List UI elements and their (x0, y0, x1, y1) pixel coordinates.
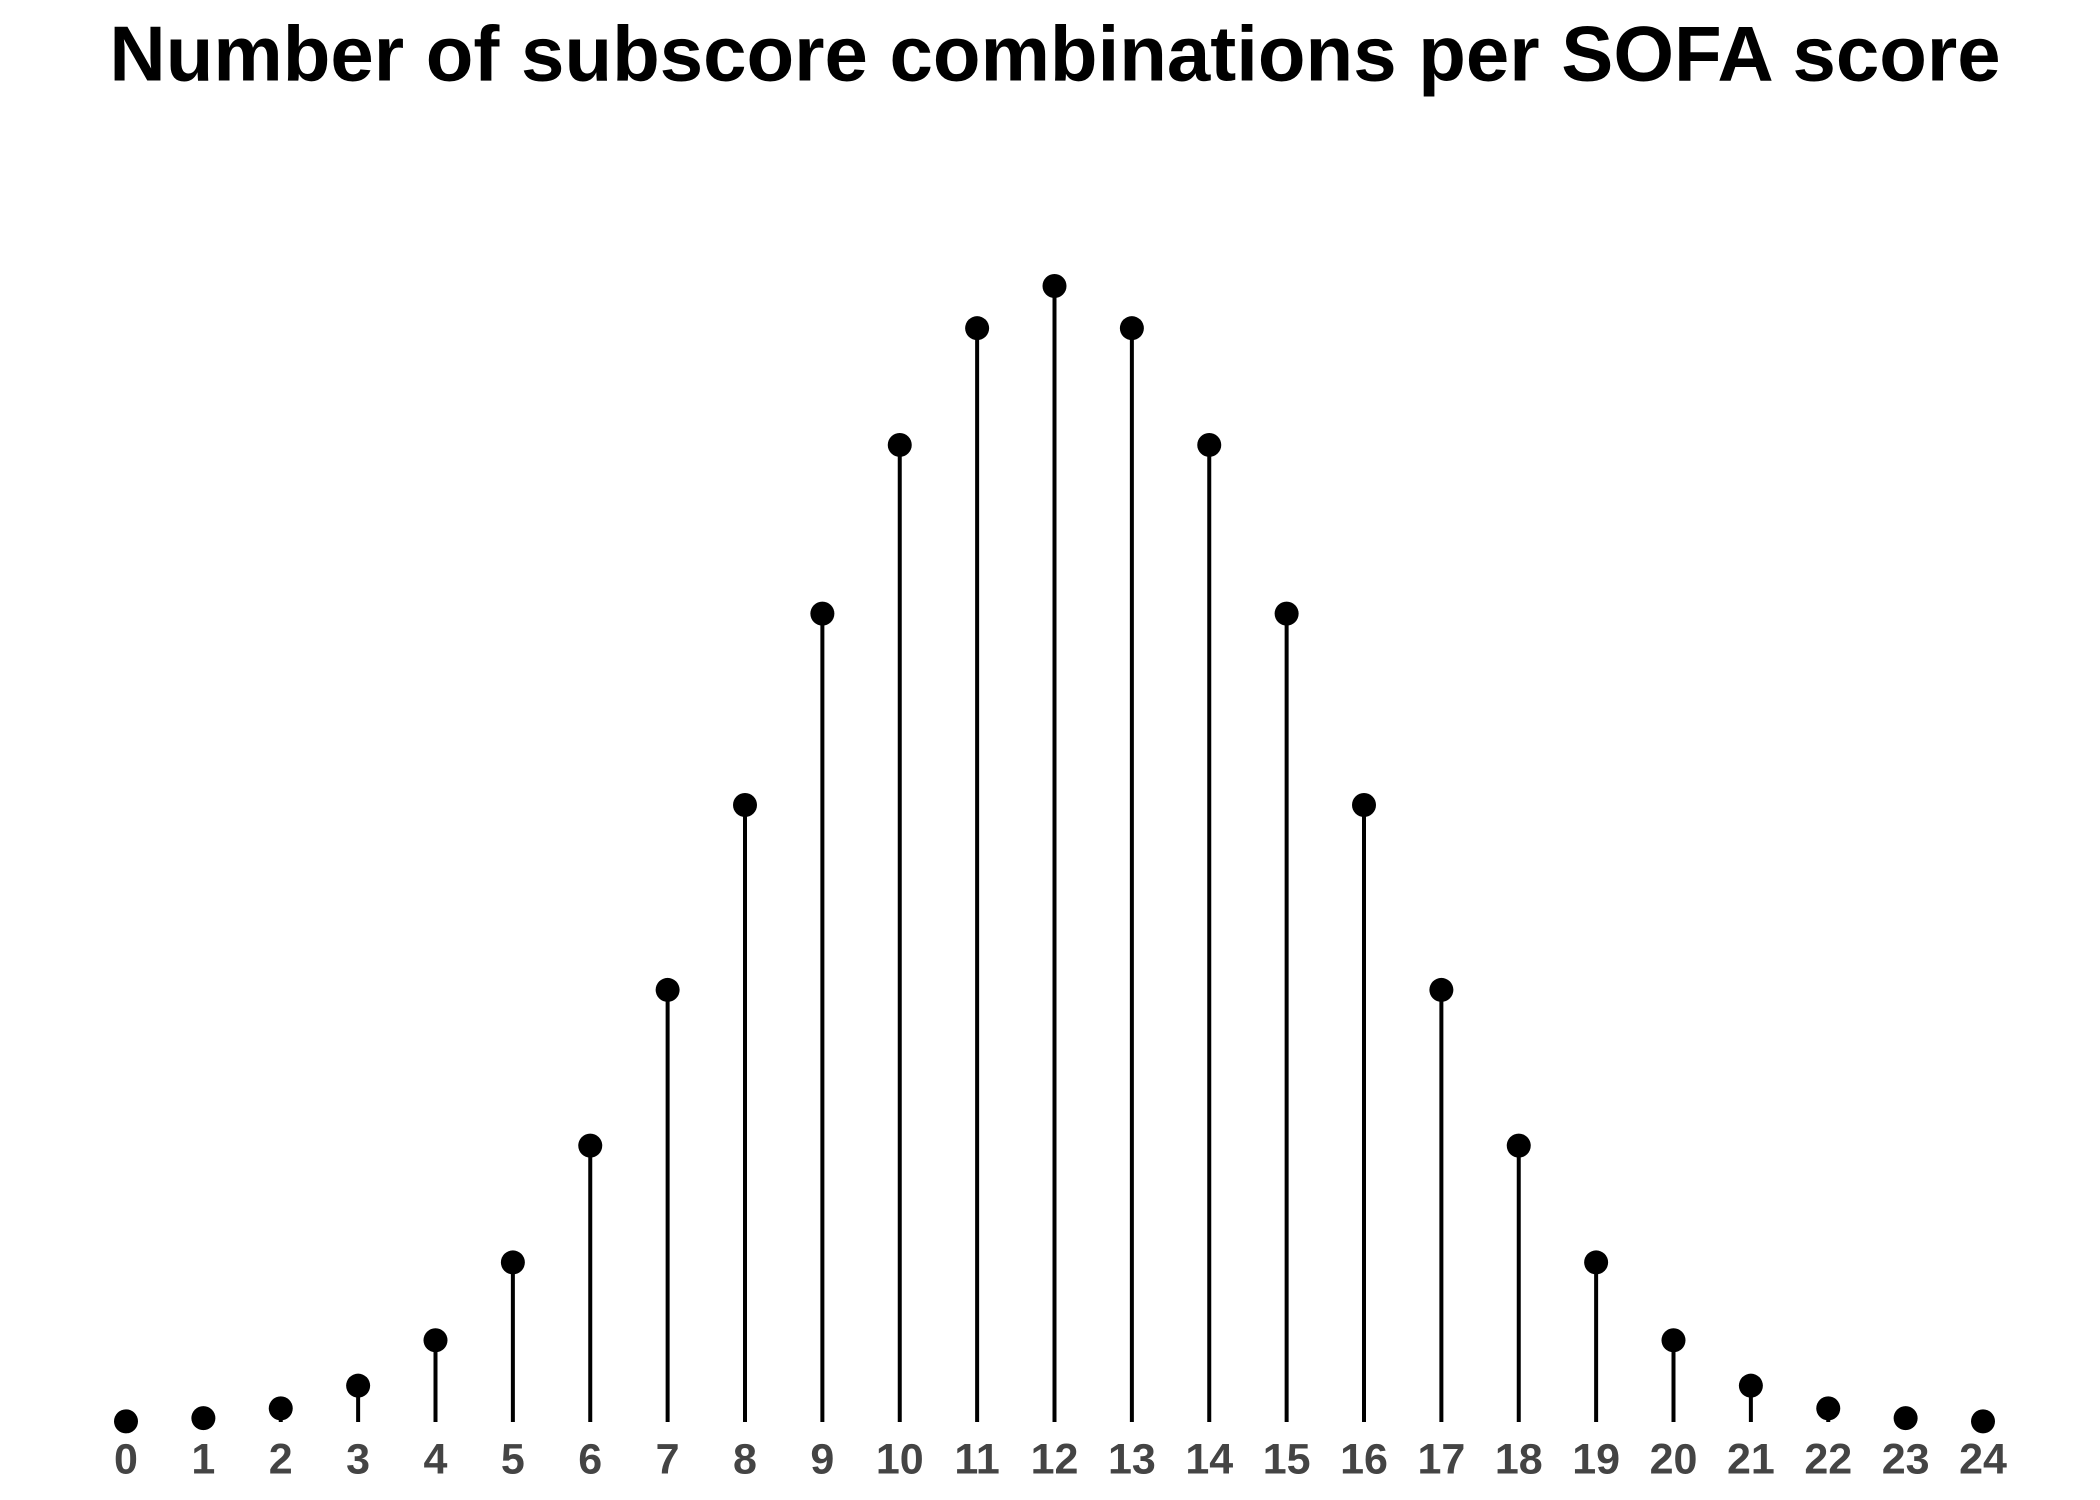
x-tick-label: 23 (1882, 1435, 1930, 1483)
dot (1119, 316, 1144, 341)
dot (1506, 1133, 1531, 1158)
x-tick-label: 13 (1108, 1435, 1156, 1483)
x-tick-label: 9 (810, 1435, 834, 1483)
dot (346, 1373, 371, 1398)
dot (500, 1250, 525, 1275)
x-tick-label: 8 (733, 1435, 757, 1483)
x-tick-label: 12 (1031, 1435, 1079, 1483)
x-tick-label: 20 (1650, 1435, 1698, 1483)
dot (655, 977, 680, 1002)
x-tick-label: 17 (1417, 1435, 1465, 1483)
dot (114, 1409, 138, 1434)
dot (810, 601, 835, 626)
dot (1584, 1250, 1609, 1275)
dot (1661, 1328, 1686, 1353)
dot (578, 1133, 603, 1158)
x-tick-label: 3 (346, 1435, 370, 1483)
x-tick-label: 7 (656, 1435, 680, 1483)
x-tick-label: 4 (424, 1435, 448, 1483)
x-tick-label: 22 (1804, 1435, 1852, 1483)
x-tick-label: 15 (1263, 1435, 1311, 1483)
x-tick-label: 21 (1727, 1435, 1775, 1483)
dot (1971, 1409, 1995, 1434)
dot (1352, 793, 1376, 818)
x-tick-label: 14 (1185, 1435, 1233, 1483)
dot (1042, 274, 1067, 298)
dot (191, 1406, 216, 1431)
x-tick-label: 10 (876, 1435, 924, 1483)
x-tick-label: 0 (114, 1435, 138, 1483)
dot (268, 1396, 293, 1421)
x-tick-label: 18 (1495, 1435, 1543, 1483)
x-tick-label: 1 (191, 1435, 215, 1483)
dot (733, 793, 757, 818)
x-tick-label: 11 (954, 1435, 999, 1483)
dot (1197, 432, 1222, 457)
dot (887, 432, 912, 457)
dot (423, 1328, 448, 1353)
x-tick-label: 24 (1959, 1435, 2007, 1483)
dot (1738, 1373, 1763, 1398)
x-tick-label: 5 (501, 1435, 525, 1483)
dot (1893, 1406, 1918, 1431)
dot (1429, 977, 1454, 1002)
x-tick-label: 19 (1572, 1435, 1620, 1483)
x-tick-label: 2 (269, 1435, 293, 1483)
dot (1816, 1396, 1841, 1421)
dot (965, 316, 990, 341)
chart-title: Number of subscore combinations per SOFA… (109, 10, 2000, 98)
x-tick-label: 6 (578, 1435, 602, 1483)
x-tick-label: 16 (1340, 1435, 1388, 1483)
dot (1274, 601, 1299, 626)
